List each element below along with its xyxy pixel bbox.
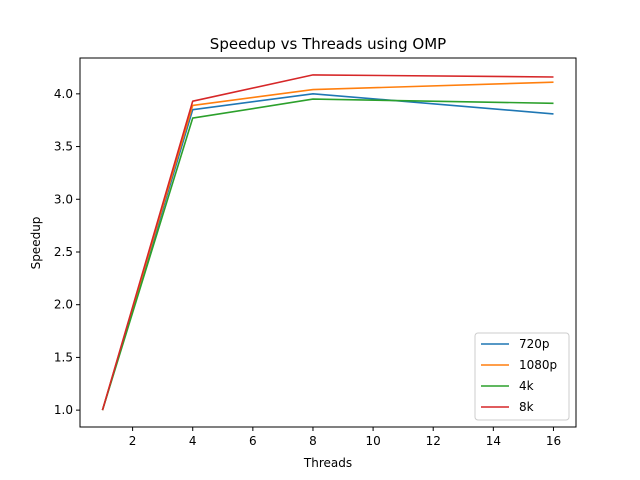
legend-label: 1080p <box>519 358 557 372</box>
series-line-8k <box>101 74 554 411</box>
y-tick-label: 3.0 <box>54 192 73 206</box>
y-tick-label: 4.0 <box>54 87 73 101</box>
y-tick-label: 2.5 <box>54 245 73 259</box>
plot-frame <box>79 57 577 428</box>
legend: 720p 1080p 4k 8k <box>474 332 570 421</box>
x-tick-label: 8 <box>309 434 317 448</box>
x-axis-label: Threads <box>303 456 352 470</box>
x-tick-label: 12 <box>426 434 441 448</box>
legend-box <box>474 332 570 421</box>
y-axis-label: Speedup <box>29 217 43 270</box>
y-tick-label: 2.0 <box>54 298 73 312</box>
x-tick-label: 10 <box>365 434 380 448</box>
legend-label: 720p <box>519 337 550 351</box>
legend-label: 4k <box>519 379 534 393</box>
x-tick-label: 2 <box>129 434 137 448</box>
x-tick-label: 6 <box>249 434 257 448</box>
axis-ticks: 2 4 6 8 10 12 14 16 1.0 1.5 2.0 2.5 3.0 3.5 4.0 <box>54 87 561 448</box>
x-tick-label: 14 <box>486 434 501 448</box>
series-line-4k <box>101 98 554 411</box>
series-lines <box>101 74 554 411</box>
y-tick-label: 1.5 <box>54 350 73 364</box>
y-tick-label: 1.0 <box>54 403 73 417</box>
y-tick-label: 3.5 <box>54 140 73 154</box>
x-tick-label: 16 <box>546 434 561 448</box>
x-tick-label: 4 <box>189 434 197 448</box>
legend-label: 8k <box>519 400 534 414</box>
chart-title: Speedup vs Threads using OMP <box>210 35 446 53</box>
